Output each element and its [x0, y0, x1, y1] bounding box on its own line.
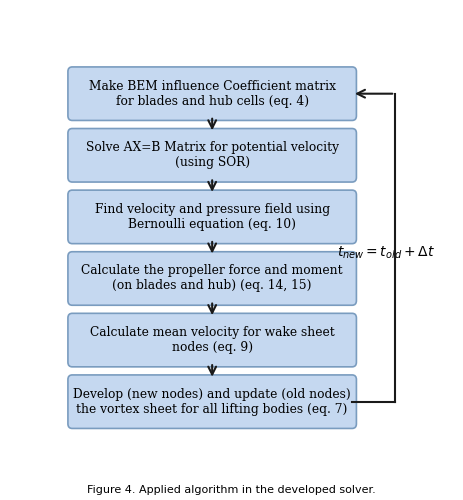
FancyBboxPatch shape — [68, 314, 357, 367]
FancyBboxPatch shape — [68, 128, 357, 182]
Text: Calculate the propeller force and moment
(on blades and hub) (eq. 14, 15): Calculate the propeller force and moment… — [81, 264, 343, 292]
Text: Develop (new nodes) and update (old nodes)
the vortex sheet for all lifting bodi: Develop (new nodes) and update (old node… — [73, 388, 351, 415]
FancyBboxPatch shape — [68, 252, 357, 305]
Text: Calculate mean velocity for wake sheet
nodes (eq. 9): Calculate mean velocity for wake sheet n… — [90, 326, 335, 354]
FancyBboxPatch shape — [68, 190, 357, 244]
Text: $t_{new} = t_{old} + \Delta t$: $t_{new} = t_{old} + \Delta t$ — [337, 244, 435, 260]
Text: Figure 4. Applied algorithm in the developed solver.: Figure 4. Applied algorithm in the devel… — [87, 485, 376, 495]
Text: Find velocity and pressure field using
Bernoulli equation (eq. 10): Find velocity and pressure field using B… — [94, 203, 330, 231]
FancyBboxPatch shape — [68, 67, 357, 120]
Text: Solve AX=B Matrix for potential velocity
(using SOR): Solve AX=B Matrix for potential velocity… — [86, 142, 338, 170]
FancyBboxPatch shape — [68, 375, 357, 428]
Text: Make BEM influence Coefficient matrix
for blades and hub cells (eq. 4): Make BEM influence Coefficient matrix fo… — [89, 80, 336, 108]
